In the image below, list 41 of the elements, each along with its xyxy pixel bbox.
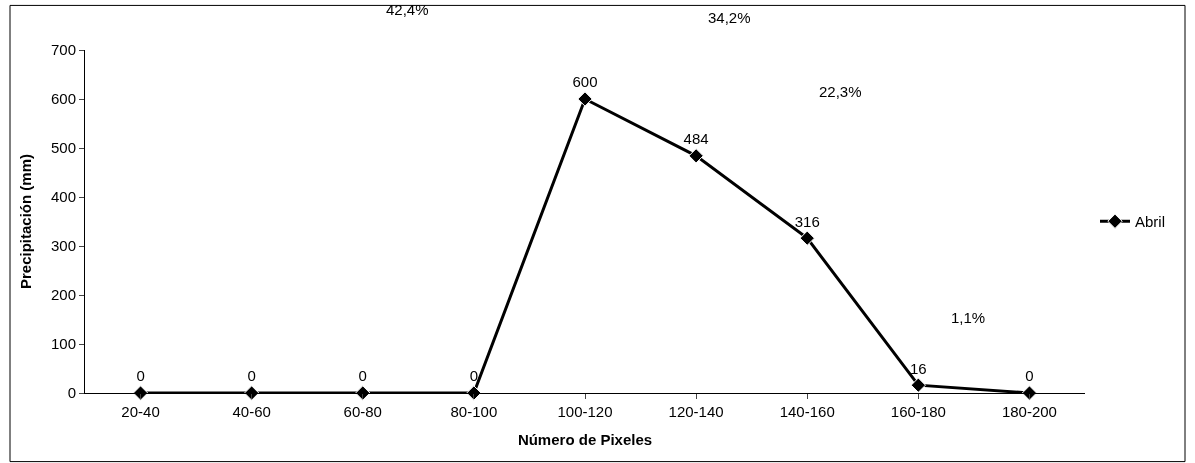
text: 34,2% bbox=[708, 9, 751, 26]
x-tick-label: 40-60 bbox=[232, 403, 271, 420]
point bbox=[132, 385, 149, 401]
y-tick-label: 300 bbox=[50, 237, 76, 255]
y-tick-label: 0 bbox=[67, 384, 76, 402]
data-label: 0 bbox=[358, 367, 367, 385]
y-tick-label: 700 bbox=[50, 41, 76, 59]
data-label: 0 bbox=[1025, 367, 1034, 385]
data-label: 484 bbox=[683, 130, 709, 148]
point bbox=[910, 377, 926, 393]
data-label: 0 bbox=[247, 367, 256, 385]
x-tick-label: 180-200 bbox=[1001, 403, 1057, 420]
x-tick-label: 20-40 bbox=[121, 403, 160, 420]
data-label: 316 bbox=[794, 212, 820, 230]
y-tick-label: 100 bbox=[50, 335, 76, 353]
annotation: 1,1% bbox=[951, 309, 986, 326]
x-tick-label: 80-100 bbox=[450, 403, 498, 420]
x-tick-label: 60-80 bbox=[343, 403, 382, 420]
legend-label: Abril bbox=[1135, 213, 1166, 231]
y-axis-title: Precipitación (mm) bbox=[17, 153, 35, 290]
x-axis-title: Número de Pixeles bbox=[517, 431, 653, 448]
x-tick-label: 160-180 bbox=[890, 403, 946, 420]
y-tick-label: 500 bbox=[50, 139, 76, 157]
x-tick-label: 100-120 bbox=[557, 403, 613, 420]
y-tick-label: 200 bbox=[50, 286, 76, 304]
point bbox=[1021, 385, 1038, 401]
data-label: 600 bbox=[572, 73, 598, 91]
annotation: 22,3% bbox=[819, 83, 862, 100]
point bbox=[355, 385, 371, 401]
point bbox=[688, 148, 704, 164]
text: 42,4% bbox=[386, 1, 429, 18]
y-tick-label: 600 bbox=[50, 90, 76, 108]
data-label: 0 bbox=[136, 367, 145, 385]
x-tick-label: 120-140 bbox=[668, 403, 724, 420]
data-label: 0 bbox=[469, 367, 479, 385]
y-tick-label: 400 bbox=[50, 188, 76, 206]
point bbox=[244, 385, 260, 401]
data-label: 16 bbox=[909, 359, 927, 377]
point bbox=[799, 230, 815, 246]
point bbox=[577, 91, 593, 107]
x-tick-label: 140-160 bbox=[779, 403, 835, 420]
